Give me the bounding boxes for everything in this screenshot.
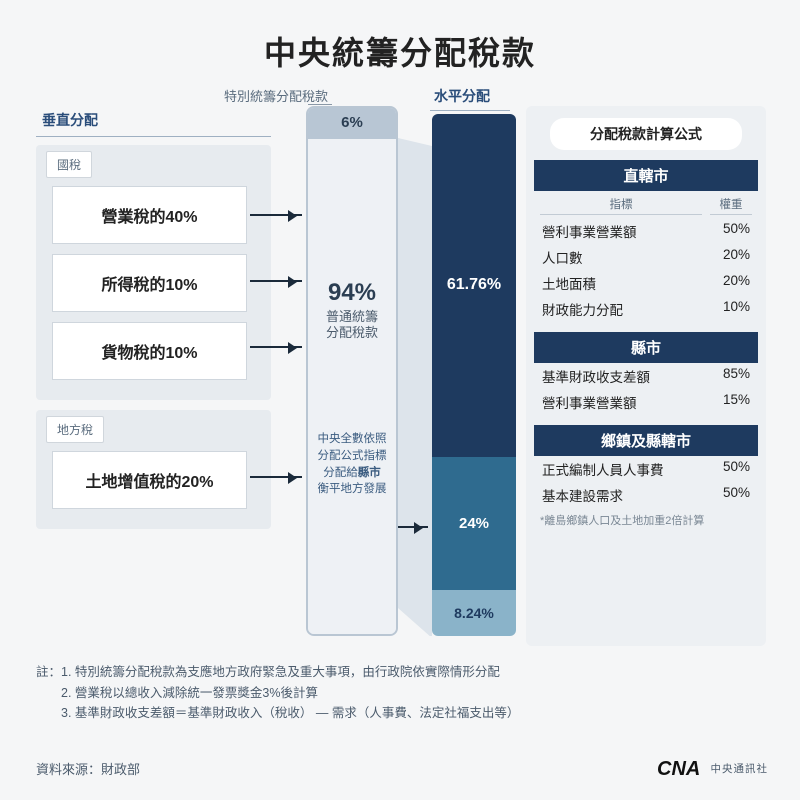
special-allocation-label: 特別統籌分配稅款 <box>224 86 328 105</box>
vertical-allocation-column: 垂直分配 國稅 營業稅的40% 所得稅的10% 貨物稅的10% 地方稅 土地增值… <box>36 106 271 539</box>
formula-row: 營利事業營業額50% <box>532 218 760 244</box>
right-segment-c: 8.24% <box>432 590 516 636</box>
vertical-section-title: 垂直分配 <box>36 106 271 137</box>
national-tax-panel: 國稅 營業稅的40% 所得稅的10% 貨物稅的10% <box>36 145 271 400</box>
formula-row: 土地面積20% <box>532 270 760 296</box>
formula-group-head: 縣市 <box>534 332 758 363</box>
footnote-line: 3. 基準財政收支差額＝基準財政收入（稅收） — 需求（人事費、法定社福支出等） <box>36 703 756 724</box>
center-segment-94: 94% 普通統籌分配稅款 中央全數依照分配公式指標分配給縣市衡平地方發展 <box>308 139 396 636</box>
data-source: 資料來源：財政部 <box>36 759 140 778</box>
page-title: 中央統籌分配稅款 <box>0 0 800 74</box>
center-stacked-bar: 6% 94% 普通統籌分配稅款 中央全數依照分配公式指標分配給縣市衡平地方發展 <box>306 106 398 636</box>
arrow-icon <box>250 476 302 478</box>
formula-row: 財政能力分配10% <box>532 296 760 322</box>
right-segment-b: 24% <box>432 457 516 590</box>
right-stacked-bar: 61.76%24%8.24% <box>432 114 516 636</box>
arrow-icon <box>250 214 302 216</box>
footnotes: 註：1. 特別統籌分配稅款為支應地方政府緊急及重大事項，由行政院依實際情形分配 … <box>36 662 756 724</box>
arrow-icon <box>250 346 302 348</box>
right-segment-a: 61.76% <box>432 114 516 457</box>
svg-text:CNA: CNA <box>657 758 700 780</box>
arrow-icon <box>398 526 428 528</box>
national-tax-tag: 國稅 <box>46 151 92 178</box>
formula-row: 營利事業營業額15% <box>532 389 760 415</box>
formula-footnote: *離島鄉鎮人口及土地加重2倍計算 <box>532 508 760 529</box>
tax-box: 所得稅的10% <box>52 254 247 312</box>
publisher-name: 中央通訊社 <box>711 761 769 776</box>
cna-logo-icon: CNA <box>657 756 705 780</box>
formula-row: 正式編制人員人事費50% <box>532 456 760 482</box>
horizontal-section-title: 水平分配 <box>430 86 510 111</box>
local-tax-panel: 地方稅 土地增值稅的20% <box>36 410 271 529</box>
center-94-value: 94% <box>328 279 376 307</box>
wedge-connector <box>398 138 432 636</box>
formula-row: 基準財政收支差額85% <box>532 363 760 389</box>
tax-box: 營業稅的40% <box>52 186 247 244</box>
diagram-canvas: 垂直分配 國稅 營業稅的40% 所得稅的10% 貨物稅的10% 地方稅 土地增值… <box>36 86 764 656</box>
leader-line <box>308 104 332 105</box>
formula-group-head: 鄉鎮及縣轄市 <box>534 425 758 456</box>
footnote-line: 2. 營業稅以總收入減除統一發票獎金3%後計算 <box>36 683 756 704</box>
formula-title: 分配稅款計算公式 <box>550 118 742 150</box>
center-94-label: 普通統籌分配稅款 <box>326 309 378 342</box>
formula-panel: 分配稅款計算公式 直轄市指標權重營利事業營業額50%人口數20%土地面積20%財… <box>526 106 766 646</box>
publisher-logo: CNA 中央通訊社 <box>657 756 769 780</box>
tax-box: 土地增值稅的20% <box>52 451 247 509</box>
footnote-line: 註：1. 特別統籌分配稅款為支應地方政府緊急及重大事項，由行政院依實際情形分配 <box>36 662 756 683</box>
formula-row: 人口數20% <box>532 244 760 270</box>
center-94-note: 中央全數依照分配公式指標分配給縣市衡平地方發展 <box>318 431 387 498</box>
local-tax-tag: 地方稅 <box>46 416 104 443</box>
center-segment-6: 6% <box>308 108 396 139</box>
tax-box: 貨物稅的10% <box>52 322 247 380</box>
arrow-icon <box>250 280 302 282</box>
formula-row: 基本建設需求50% <box>532 482 760 508</box>
formula-group-head: 直轄市 <box>534 160 758 191</box>
formula-subhead: 指標權重 <box>532 191 760 218</box>
